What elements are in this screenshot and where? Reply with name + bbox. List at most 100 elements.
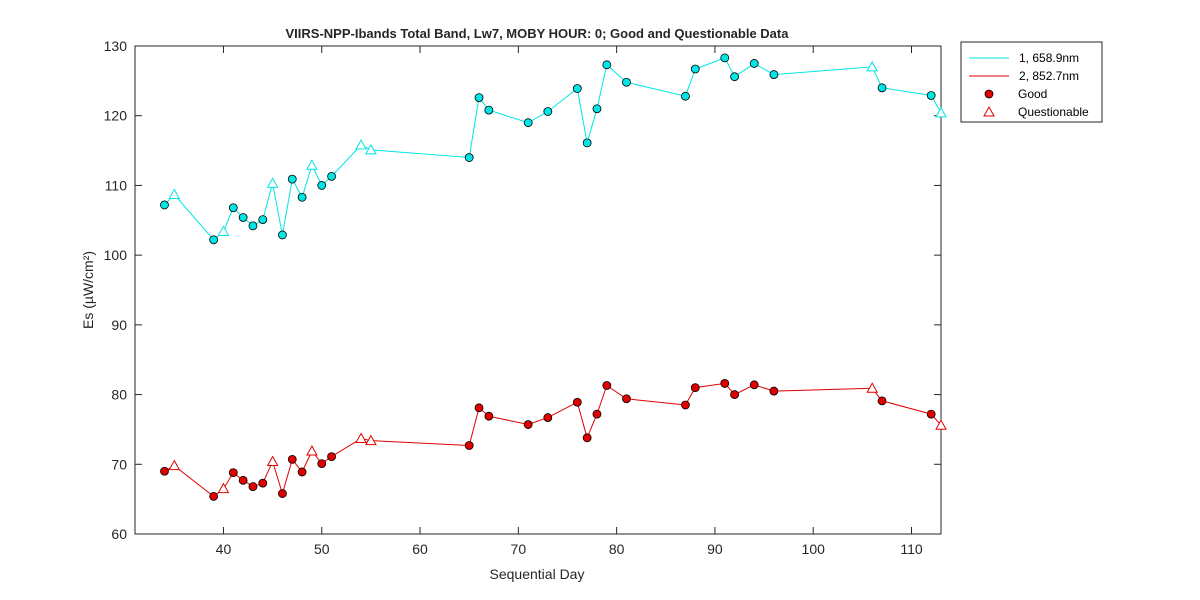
y-axis-label: Es (µW/cm²) [80,251,96,329]
good-point [474,93,484,102]
x-axis-label: Sequential Day [490,566,585,582]
chart-title: VIIRS-NPP-Ibands Total Band, Lw7, MOBY H… [286,26,790,41]
questionable-point [365,434,377,446]
good-point [730,72,739,82]
good-point [877,83,887,93]
good-point [523,118,533,128]
good-point [228,203,238,213]
y-tick-label: 90 [111,317,127,333]
good-point [317,459,327,468]
good-point [622,394,631,404]
good-point [297,192,307,202]
y-tick-label: 60 [111,526,127,542]
good-point [287,174,297,184]
questionable-point [168,188,181,199]
x-tick-label: 80 [609,541,625,557]
good-point [749,59,759,68]
good-point [572,84,582,93]
y-tick-label: 80 [111,387,127,403]
x-tick-label: 50 [314,541,330,557]
good-point [278,230,287,240]
plot-box [134,45,942,535]
good-point [720,53,730,63]
good-point [209,235,219,245]
good-point [582,138,592,148]
good-point [681,400,690,410]
good-point [317,181,327,190]
questionable-point [866,60,879,72]
good-point [592,104,602,114]
questionable-point [266,177,279,188]
legend-good-marker [984,89,994,99]
good-point [592,409,602,419]
x-tick-label: 40 [216,541,232,557]
good-point [602,60,612,70]
x-tick-label: 100 [802,541,826,557]
good-point [572,397,582,407]
questionable-point [217,225,230,236]
good-point [248,482,258,491]
good-point [523,420,533,429]
legend-label-questionable: Questionable [1018,105,1089,119]
good-point [327,171,336,181]
good-point [464,441,474,450]
good-point [258,478,268,488]
questionable-point [866,382,879,393]
good-point [602,381,612,390]
questionable-point [365,143,377,155]
good-point [926,409,936,419]
questionable-point [266,455,279,466]
good-point [297,467,307,477]
y-tick-label: 70 [111,456,127,472]
good-point [877,396,887,406]
good-point [209,491,219,501]
good-point [690,64,700,74]
questionable-point [306,445,318,456]
good-point [474,403,484,413]
legend-questionable-marker [983,105,995,117]
questionable-point [217,482,230,494]
legend-box [960,41,1103,123]
legend-label-1: 1, 658.9nm [1019,51,1079,65]
plot-area: 40 50 60 70 80 90 100 110 60 70 80 90 100 110 120 130 [104,38,947,557]
good-point [690,383,700,393]
good-point [278,489,287,498]
good-point [622,77,631,87]
good-point [730,390,739,399]
x-tick-label: 60 [412,541,428,557]
x-tick-label: 110 [900,541,923,557]
questionable-point [935,106,947,118]
good-point [287,455,297,464]
y-tick-label: 120 [104,108,128,124]
legend-label-2: 2, 852.7nm [1019,69,1079,83]
good-point [543,107,553,116]
good-point [681,91,690,101]
good-point [160,200,169,210]
good-point [464,153,474,162]
good-point [582,433,592,443]
good-point [720,379,730,388]
x-tick-label: 70 [511,541,527,557]
good-point [238,213,248,222]
questionable-point [355,138,367,150]
questionable-point [935,419,947,430]
good-point [258,215,268,224]
good-point [484,105,494,115]
good-point [749,380,759,390]
good-point [160,466,169,476]
good-point [327,452,336,462]
questionable-point [355,432,367,443]
legend-label-good: Good [1018,87,1047,101]
good-point [926,91,936,100]
y-tick-label: 110 [105,177,128,193]
good-point [769,70,779,79]
good-point [769,386,779,396]
y-tick-label: 130 [104,38,128,54]
good-point [248,221,258,231]
good-point [228,468,238,478]
good-point [484,411,494,421]
y-tick-label: 100 [104,247,128,263]
good-point [543,413,553,422]
good-point [238,475,248,485]
